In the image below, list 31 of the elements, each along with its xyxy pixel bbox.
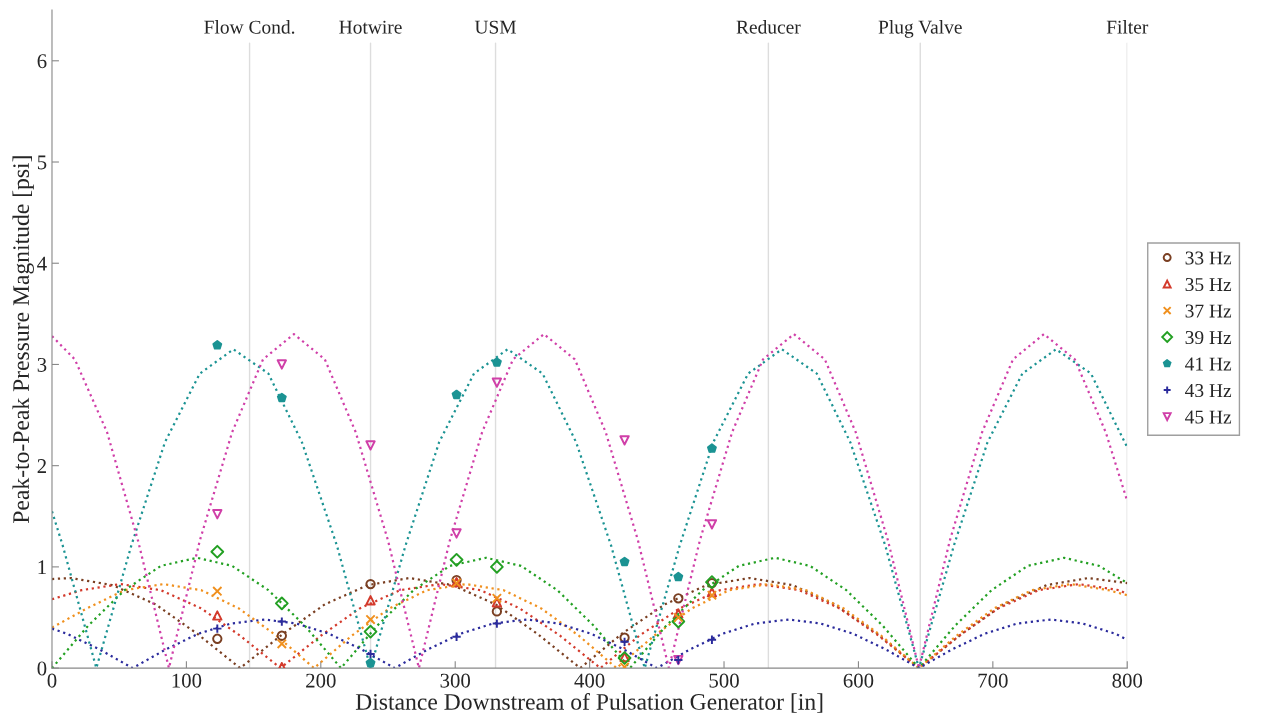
x-tick-label: 700 xyxy=(978,673,1008,688)
x-tick-label: 300 xyxy=(440,673,471,688)
x-tick-label: 200 xyxy=(306,673,336,688)
x-tick-label: 500 xyxy=(709,673,739,688)
legend-label: 39 Hz xyxy=(1185,331,1232,345)
x-tick-label: 800 xyxy=(1112,673,1143,688)
y-tick-label: 2 xyxy=(37,459,46,473)
x-tick-label: 100 xyxy=(172,673,202,688)
y-tick-label: 6 xyxy=(37,54,47,69)
legend-label: 45 Hz xyxy=(1185,410,1232,424)
legend-label: 35 Hz xyxy=(1185,278,1232,292)
y-tick-label: 1 xyxy=(38,560,46,575)
ref-line-label: Hotwire xyxy=(339,20,402,34)
ref-line-label: Flow Cond. xyxy=(204,20,295,34)
legend-label: 37 Hz xyxy=(1185,304,1232,318)
x-tick-label: 400 xyxy=(574,673,605,688)
legend-label: 33 Hz xyxy=(1185,251,1232,265)
x-axis-title: Distance Downstream of Pulsation Generator [in] xyxy=(355,693,823,713)
legend-label: 41 Hz xyxy=(1185,357,1232,371)
legend-label: 43 Hz xyxy=(1185,384,1232,398)
x-tick-label: 600 xyxy=(843,673,874,688)
x-tick-label: 0 xyxy=(47,673,57,688)
y-tick-label: 0 xyxy=(37,661,47,676)
ref-line-label: Filter xyxy=(1106,20,1149,34)
ref-line-label: Reducer xyxy=(736,20,801,34)
y-tick-label: 3 xyxy=(37,357,47,372)
y-tick-label: 4 xyxy=(37,256,47,271)
ref-line-label: Plug Valve xyxy=(878,20,962,38)
ref-line-label: USM xyxy=(474,20,517,34)
y-axis-title: Peak-to-Peak Pressure Magnitude [psi] xyxy=(12,156,34,524)
y-tick-label: 5 xyxy=(37,155,47,170)
